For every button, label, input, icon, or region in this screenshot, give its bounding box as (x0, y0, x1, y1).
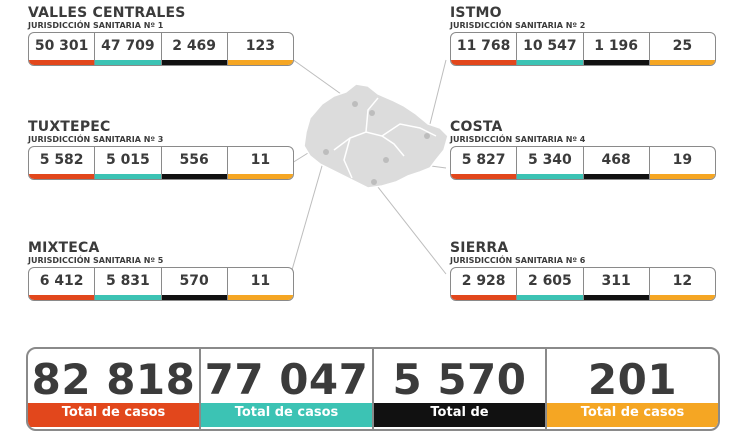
region-jurisdiction: JURISDICCIÓN SANITARIA Nº 1 (28, 21, 164, 30)
stat-deaths: 468 (582, 147, 649, 179)
total-label: Total de casos (28, 403, 199, 427)
region-stats: 6 412 5 831 570 11 (28, 267, 294, 301)
region-mixteca: MIXTECA JURISDICCIÓN SANITARIA Nº 5 6 41… (28, 241, 296, 301)
stat-active: 11 (226, 268, 293, 300)
region-tuxtepec: TUXTEPEC JURISDICCIÓN SANITARIA Nº 3 5 5… (28, 120, 296, 180)
total-value: 82 818 (31, 355, 196, 404)
oaxaca-map (291, 58, 449, 275)
total-deaths: 5 570 Total de (372, 349, 545, 429)
stat-deaths: 2 469 (160, 33, 227, 65)
stat-active: 25 (648, 33, 715, 65)
total-value: 201 (587, 355, 678, 404)
stat-active: 12 (648, 268, 715, 300)
stat-recovered: 5 015 (94, 147, 161, 179)
stat-total-cases: 5 827 (451, 147, 517, 179)
region-stats: 11 768 10 547 1 196 25 (450, 32, 716, 66)
stat-total-cases: 2 928 (451, 268, 517, 300)
total-label: Total de (374, 403, 545, 427)
region-jurisdiction: JURISDICCIÓN SANITARIA Nº 3 (28, 135, 164, 144)
region-name: VALLES CENTRALES (28, 5, 186, 21)
total-value: 5 570 (392, 355, 527, 404)
region-name: TUXTEPEC (28, 119, 111, 135)
stat-active: 123 (226, 33, 293, 65)
stat-recovered: 47 709 (94, 33, 161, 65)
region-valles-centrales: VALLES CENTRALES JURISDICCIÓN SANITARIA … (28, 6, 296, 66)
region-sierra: SIERRA JURISDICCIÓN SANITARIA Nº 6 2 928… (450, 241, 718, 301)
region-name: COSTA (450, 119, 503, 135)
stat-deaths: 570 (160, 268, 227, 300)
region-jurisdiction: JURISDICCIÓN SANITARIA Nº 4 (450, 135, 586, 144)
stat-recovered: 2 605 (516, 268, 583, 300)
region-name: ISTMO (450, 5, 502, 21)
region-stats: 5 582 5 015 556 11 (28, 146, 294, 180)
total-recovered: 77 047 Total de casos (199, 349, 372, 429)
stat-total-cases: 5 582 (29, 147, 95, 179)
stat-deaths: 556 (160, 147, 227, 179)
total-label: Total de casos (201, 403, 372, 427)
region-costa: COSTA JURISDICCIÓN SANITARIA Nº 4 5 827 … (450, 120, 718, 180)
stat-total-cases: 11 768 (451, 33, 517, 65)
stat-deaths: 311 (582, 268, 649, 300)
stat-total-cases: 50 301 (29, 33, 95, 65)
stat-active: 19 (648, 147, 715, 179)
region-stats: 5 827 5 340 468 19 (450, 146, 716, 180)
region-name: SIERRA (450, 240, 509, 256)
region-stats: 2 928 2 605 311 12 (450, 267, 716, 301)
stat-recovered: 10 547 (516, 33, 583, 65)
stat-deaths: 1 196 (582, 33, 649, 65)
total-cases: 82 818 Total de casos (28, 349, 199, 429)
region-jurisdiction: JURISDICCIÓN SANITARIA Nº 5 (28, 256, 164, 265)
stat-total-cases: 6 412 (29, 268, 95, 300)
total-label: Total de casos (547, 403, 718, 427)
region-jurisdiction: JURISDICCIÓN SANITARIA Nº 6 (450, 256, 586, 265)
state-silhouette (303, 83, 449, 189)
region-istmo: ISTMO JURISDICCIÓN SANITARIA Nº 2 11 768… (450, 6, 718, 66)
stat-active: 11 (226, 147, 293, 179)
totals-panel: 82 818 Total de casos 77 047 Total de ca… (26, 347, 720, 431)
total-active: 201 Total de casos (545, 349, 718, 429)
total-value: 77 047 (204, 355, 369, 404)
stat-recovered: 5 340 (516, 147, 583, 179)
region-jurisdiction: JURISDICCIÓN SANITARIA Nº 2 (450, 21, 586, 30)
stat-recovered: 5 831 (94, 268, 161, 300)
region-name: MIXTECA (28, 240, 100, 256)
region-markers (323, 101, 430, 185)
region-stats: 50 301 47 709 2 469 123 (28, 32, 294, 66)
